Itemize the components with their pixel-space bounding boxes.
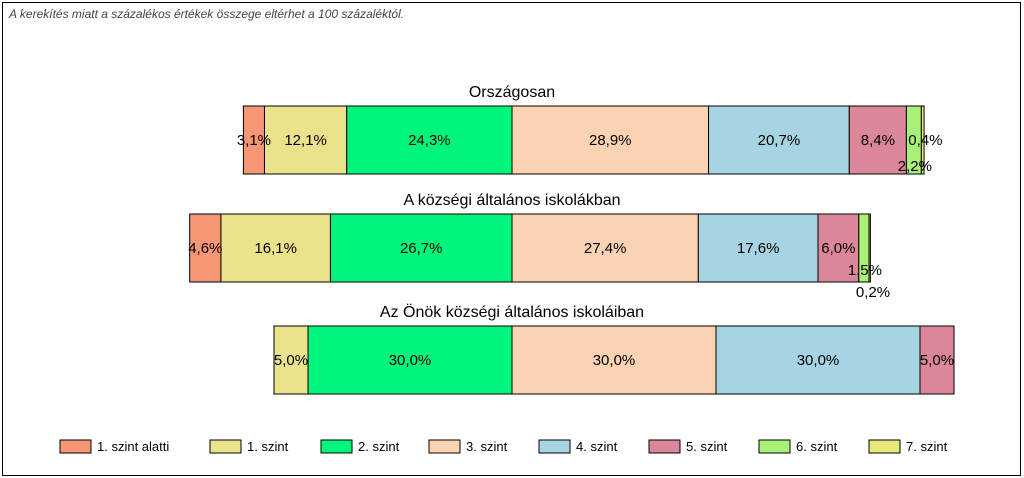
legend-item: 5. szint xyxy=(648,439,728,454)
bar-title: A községi általános iskolákban xyxy=(403,192,620,209)
data-label: 30,0% xyxy=(389,352,432,369)
data-label: 6,0% xyxy=(821,240,855,257)
data-label: 0,4% xyxy=(908,132,942,149)
stacked-bar-chart: Országosan 3,1% 12,1% 24,3% 28,9% 20,7% 8,4%2,… xyxy=(59,84,955,454)
bar-segment xyxy=(848,105,907,175)
data-label: 30,0% xyxy=(593,352,636,369)
legend-item: 1. szint xyxy=(209,439,289,454)
data-label: 28,9% xyxy=(589,132,632,149)
bar-segment xyxy=(263,105,348,175)
legend-label: 1. szint alatti xyxy=(97,439,169,454)
legend-label: 3. szint xyxy=(466,439,508,454)
legend-item: 2. szint xyxy=(320,439,400,454)
legend-item: 1. szint alatti xyxy=(59,439,169,454)
legend-swatch xyxy=(538,439,571,454)
data-label: 5,0% xyxy=(274,352,308,369)
legend-swatch xyxy=(868,439,901,454)
data-label: 4,6% xyxy=(188,240,222,257)
data-label: 24,3% xyxy=(408,132,451,149)
rounding-note: A kerekítés miatt a százalékos értékek ö… xyxy=(9,7,405,21)
bar-segment xyxy=(511,325,717,395)
legend-item: 3. szint xyxy=(428,439,508,454)
legend-swatch xyxy=(320,439,353,454)
data-label: 16,1% xyxy=(254,240,297,257)
legend-item: 7. szint xyxy=(868,439,948,454)
data-label: 2,2% xyxy=(898,158,932,175)
legend-item: 4. szint xyxy=(538,439,618,454)
legend-label: 5. szint xyxy=(686,439,728,454)
bar-segment xyxy=(329,213,513,283)
legend-swatch xyxy=(648,439,681,454)
data-label: 3,1% xyxy=(237,132,271,149)
legend-label: 1. szint xyxy=(247,439,289,454)
bar-segment xyxy=(919,325,955,395)
legend-item: 6. szint xyxy=(758,439,838,454)
legend-swatch xyxy=(428,439,461,454)
data-label: 26,7% xyxy=(400,240,443,257)
bar-segment xyxy=(189,213,222,283)
data-label: 5,0% xyxy=(920,352,954,369)
legend-label: 6. szint xyxy=(796,439,838,454)
data-label: 27,4% xyxy=(584,240,627,257)
legend-swatch xyxy=(758,439,791,454)
bar-title: Országosan xyxy=(469,84,555,101)
data-label: 12,1% xyxy=(284,132,327,149)
data-label: 0,2% xyxy=(856,284,890,301)
legend-label: 2. szint xyxy=(358,439,400,454)
data-label: 17,6% xyxy=(737,240,780,257)
bar-segment xyxy=(708,105,850,175)
bar-title: Az Önök községi általános iskoláiban xyxy=(380,303,644,321)
bar-segment xyxy=(920,105,925,175)
bar-segment xyxy=(697,213,819,283)
data-label: 30,0% xyxy=(797,352,840,369)
legend-label: 4. szint xyxy=(576,439,618,454)
bar-segment xyxy=(511,105,710,175)
legend-swatch xyxy=(59,439,92,454)
bar-segment xyxy=(868,213,871,283)
bar-segment xyxy=(273,325,309,395)
data-label: 20,7% xyxy=(758,132,801,149)
legend-swatch xyxy=(209,439,242,454)
data-label: 1,5% xyxy=(848,262,882,279)
data-label: 8,4% xyxy=(861,132,895,149)
legend-label: 7. szint xyxy=(906,439,948,454)
bar-segment xyxy=(511,213,699,283)
